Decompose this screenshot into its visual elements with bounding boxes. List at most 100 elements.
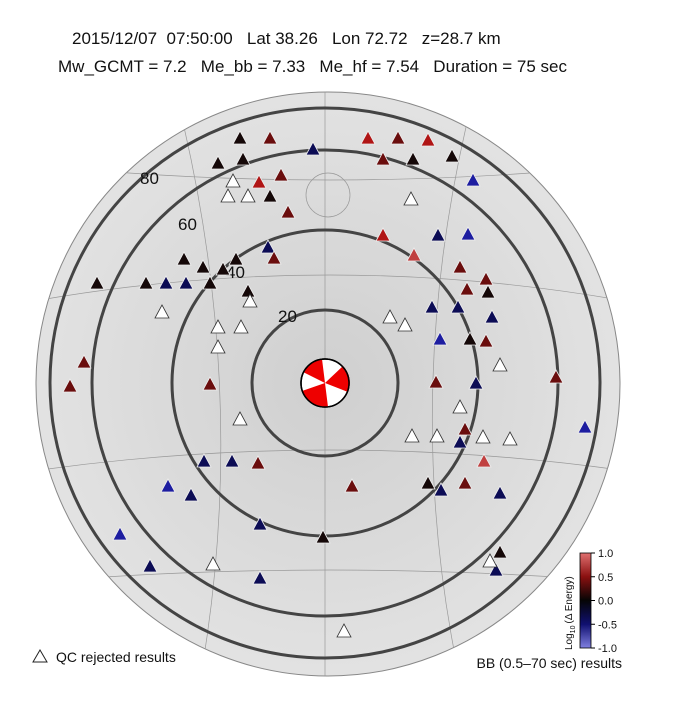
station	[176, 251, 192, 266]
station	[452, 399, 468, 414]
colorbar-label-rest: (Δ Energy)	[564, 576, 575, 623]
colorbar-tick-label: 0.5	[598, 572, 613, 584]
station	[112, 526, 128, 541]
station	[397, 317, 413, 332]
station	[220, 188, 236, 203]
station	[224, 453, 240, 468]
station	[138, 275, 154, 290]
station	[210, 155, 226, 170]
distance-label: 20	[278, 307, 297, 326]
legend-bb: BB (0.5–70 sec) results	[476, 655, 622, 671]
station	[390, 130, 406, 145]
station	[375, 151, 391, 166]
station	[205, 556, 221, 571]
station	[432, 331, 448, 346]
station	[452, 434, 468, 449]
station	[429, 428, 445, 443]
station	[492, 485, 508, 500]
header-line2: Mw_GCMT = 7.2 Me_bb = 7.33 Me_hf = 7.54 …	[58, 57, 568, 76]
colorbar-tick-label: -0.5	[598, 619, 617, 631]
station	[482, 553, 498, 568]
station	[375, 227, 391, 242]
stations	[62, 130, 593, 638]
station	[76, 354, 92, 369]
station	[142, 558, 158, 573]
station	[344, 478, 360, 493]
station	[232, 411, 248, 426]
station	[210, 339, 226, 354]
colorbar-label-main: Log	[564, 633, 575, 650]
station	[457, 475, 473, 490]
station	[548, 369, 564, 384]
distance-label: 40	[226, 263, 245, 282]
station	[450, 299, 466, 314]
colorbar-ramp	[579, 552, 592, 649]
station	[252, 570, 268, 585]
station	[404, 428, 420, 443]
station	[405, 151, 421, 166]
station	[465, 172, 481, 187]
station	[262, 130, 278, 145]
station	[202, 275, 218, 290]
station	[478, 333, 494, 348]
station	[577, 419, 593, 434]
colorbar-tick-label: 1.0	[598, 548, 613, 560]
station	[273, 167, 289, 182]
globe: 20 40 60 80	[35, 91, 621, 677]
station	[462, 331, 478, 346]
colorbar-label-sub: 10	[570, 625, 577, 633]
station	[280, 204, 296, 219]
station	[478, 271, 494, 286]
station	[251, 174, 267, 189]
colorbar-tick-label: -1.0	[598, 643, 617, 655]
colorbar-tick-label: 0.0	[598, 596, 613, 608]
station	[403, 191, 419, 206]
station	[215, 261, 231, 276]
station	[196, 453, 212, 468]
station	[233, 319, 249, 334]
legend-qc: QC rejected results	[56, 649, 176, 665]
station	[444, 148, 460, 163]
station	[433, 482, 449, 497]
station	[202, 376, 218, 391]
station	[484, 309, 500, 324]
station	[336, 623, 352, 638]
station	[420, 475, 436, 490]
station	[459, 281, 475, 296]
station	[360, 130, 376, 145]
station	[475, 429, 491, 444]
station	[178, 275, 194, 290]
station	[252, 516, 268, 531]
distance-label: 80	[140, 169, 159, 188]
station	[452, 259, 468, 274]
station	[468, 375, 484, 390]
station	[430, 227, 446, 242]
station	[232, 130, 248, 145]
station	[62, 378, 78, 393]
station	[158, 275, 174, 290]
station	[154, 304, 170, 319]
station	[160, 478, 176, 493]
station	[502, 431, 518, 446]
station	[210, 319, 226, 334]
station	[428, 374, 444, 389]
station	[235, 151, 251, 166]
station	[476, 453, 492, 468]
station	[492, 544, 508, 559]
station	[480, 284, 496, 299]
station	[424, 299, 440, 314]
colorbar-label: Log10 (Δ Energy)	[564, 576, 577, 650]
station	[382, 309, 398, 324]
station	[420, 132, 436, 147]
station	[195, 259, 211, 274]
station	[262, 188, 278, 203]
station	[228, 251, 244, 266]
legend-triangle	[32, 649, 48, 663]
station	[315, 529, 331, 544]
header-line1: 2015/12/07 07:50:00 Lat 38.26 Lon 72.72 …	[72, 29, 501, 48]
station	[260, 239, 276, 254]
beachball	[300, 358, 350, 408]
station	[183, 487, 199, 502]
station	[488, 562, 504, 577]
colorbar: Log10 (Δ Energy) 1.0 0.5 0.0 -0.5 -1.0	[564, 548, 617, 655]
